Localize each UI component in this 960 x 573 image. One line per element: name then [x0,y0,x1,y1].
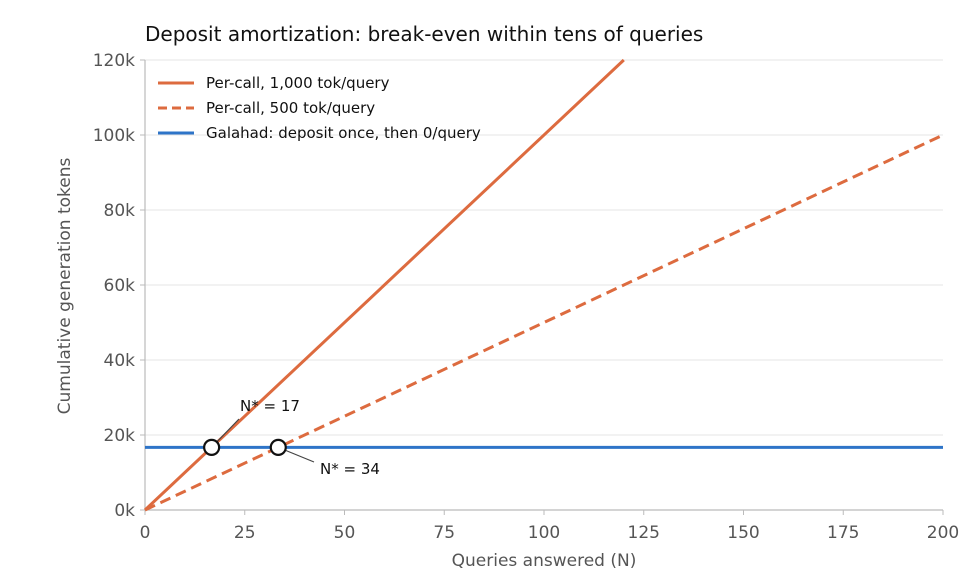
y-axis-ticks: 0k 20k 40k 60k 80k 100k 120k [93,51,145,521]
y-tick-label: 60k [104,276,136,296]
legend-label-3: Galahad: deposit once, then 0/query [206,124,481,142]
legend-label-2: Per-call, 500 tok/query [206,99,375,117]
series-line-2 [144,133,944,512]
y-tick-label: 80k [104,201,136,221]
x-tick-label: 100 [528,523,560,543]
x-axis-ticks: 0 25 50 75 100 125 150 175 200 [140,510,959,543]
x-tick-label: 200 [927,523,959,543]
x-tick-label: 125 [628,523,660,543]
y-tick-label: 120k [93,51,135,71]
x-tick-label: 175 [827,523,859,543]
series-line-1 [143,58,625,512]
x-tick-label: 75 [433,523,455,543]
y-tick-label: 0k [114,501,135,521]
y-tick-label: 100k [93,126,135,146]
x-tick-label: 50 [334,523,356,543]
y-tick-label: 40k [104,351,136,371]
x-tick-label: 0 [140,523,151,543]
chart-title: Deposit amortization: break-even within … [145,22,703,46]
y-tick-label: 20k [104,426,136,446]
x-axis-label: Queries answered (N) [452,551,637,571]
y-axis-label: Cumulative generation tokens [55,158,75,415]
annotation-label: N* = 17 [240,397,300,415]
break-even-marker [203,438,221,456]
legend-label-1: Per-call, 1,000 tok/query [206,74,390,92]
break-even-marker [269,438,287,456]
x-tick-label: 150 [727,523,759,543]
x-tick-label: 25 [234,523,256,543]
annotation-label: N* = 34 [320,460,380,478]
annotations: N* = 17 N* = 34 [203,397,380,478]
legend: Per-call, 1,000 tok/query Per-call, 500 t… [158,74,481,142]
